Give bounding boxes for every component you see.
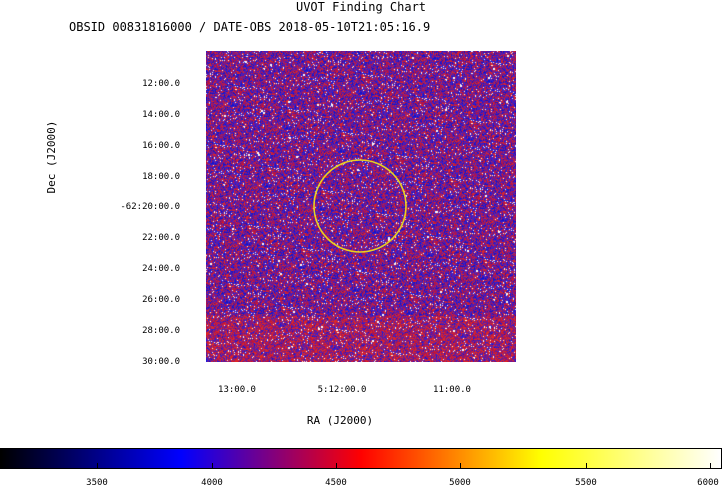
colorbar-tick-mark [336,463,337,468]
chart-title: UVOT Finding Chart [295,0,427,14]
dec-tick-label: 18:00.0 [142,172,180,182]
y-axis-title: Dec (J2000) [45,120,58,194]
colorbar-tick-label: 4500 [325,478,347,488]
dec-tick-label: 30:00.0 [142,357,180,367]
colorbar-tick-label: 4000 [201,478,223,488]
dec-tick-label: 14:00.0 [142,110,180,120]
colorbar-tick-mark [97,463,98,468]
colorbar-tick-mark [212,463,213,468]
x-axis-title: RA (J2000) [306,414,374,427]
sky-image [206,51,516,362]
chart-subtitle: OBSID 00831816000 / DATE-OBS 2018-05-10T… [69,20,431,34]
colorbar-tick-mark [460,463,461,468]
ra-tick-label: 11:00.0 [433,385,471,395]
ra-tick-label: 5:12:00.0 [317,385,367,395]
dec-tick-label: -62:20:00.0 [120,202,180,212]
dec-tick-label: 24:00.0 [142,264,180,274]
dec-tick-label: 22:00.0 [142,233,180,243]
colorbar-tick-label: 6000 [697,478,719,488]
colorbar-tick-mark [586,463,587,468]
ra-tick-label: 13:00.0 [218,385,256,395]
colorbar-tick-label: 5500 [575,478,597,488]
dec-tick-label: 16:00.0 [142,141,180,151]
dec-tick-label: 12:00.0 [142,79,180,89]
colorbar [0,448,722,469]
dec-tick-label: 28:00.0 [142,326,180,336]
colorbar-tick-label: 3500 [86,478,108,488]
sky-image-canvas [206,51,516,362]
colorbar-tick-label: 5000 [449,478,471,488]
dec-tick-label: 26:00.0 [142,295,180,305]
colorbar-tick-mark [710,463,711,468]
